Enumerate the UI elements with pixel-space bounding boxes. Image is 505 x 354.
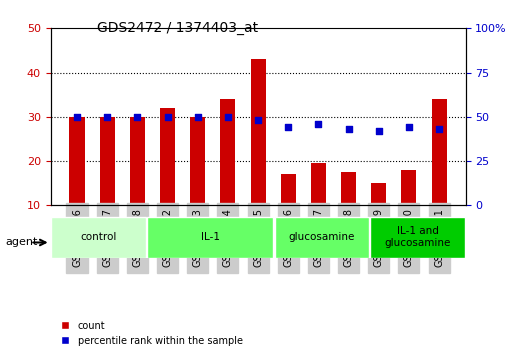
Bar xyxy=(220,99,235,205)
Bar xyxy=(371,183,385,205)
Point xyxy=(73,114,81,120)
Bar xyxy=(160,108,175,205)
Point xyxy=(163,114,171,120)
Point xyxy=(254,118,262,123)
Bar xyxy=(250,59,265,205)
Point xyxy=(103,114,111,120)
Bar xyxy=(340,172,356,205)
Bar xyxy=(99,117,115,205)
Point xyxy=(374,128,382,134)
Point xyxy=(404,125,412,130)
FancyBboxPatch shape xyxy=(370,217,464,258)
Point xyxy=(133,114,141,120)
Bar xyxy=(400,170,416,205)
Bar xyxy=(431,99,446,205)
Legend: count, percentile rank within the sample: count, percentile rank within the sample xyxy=(56,321,242,346)
Bar xyxy=(280,175,295,205)
Text: GDS2472 / 1374403_at: GDS2472 / 1374403_at xyxy=(96,21,257,35)
Text: control: control xyxy=(80,232,117,242)
Point xyxy=(193,114,201,120)
Bar xyxy=(190,117,205,205)
Text: IL-1 and
glucosamine: IL-1 and glucosamine xyxy=(384,226,450,248)
Bar xyxy=(69,117,84,205)
Text: IL-1: IL-1 xyxy=(200,232,219,242)
Bar xyxy=(310,163,325,205)
FancyBboxPatch shape xyxy=(274,217,369,258)
Point xyxy=(223,114,231,120)
FancyBboxPatch shape xyxy=(51,217,145,258)
Point xyxy=(314,121,322,127)
Point xyxy=(284,125,292,130)
Point xyxy=(344,126,352,132)
Point xyxy=(434,126,442,132)
FancyBboxPatch shape xyxy=(146,217,273,258)
Bar xyxy=(130,117,144,205)
Text: agent: agent xyxy=(5,238,37,247)
Text: glucosamine: glucosamine xyxy=(288,232,355,242)
